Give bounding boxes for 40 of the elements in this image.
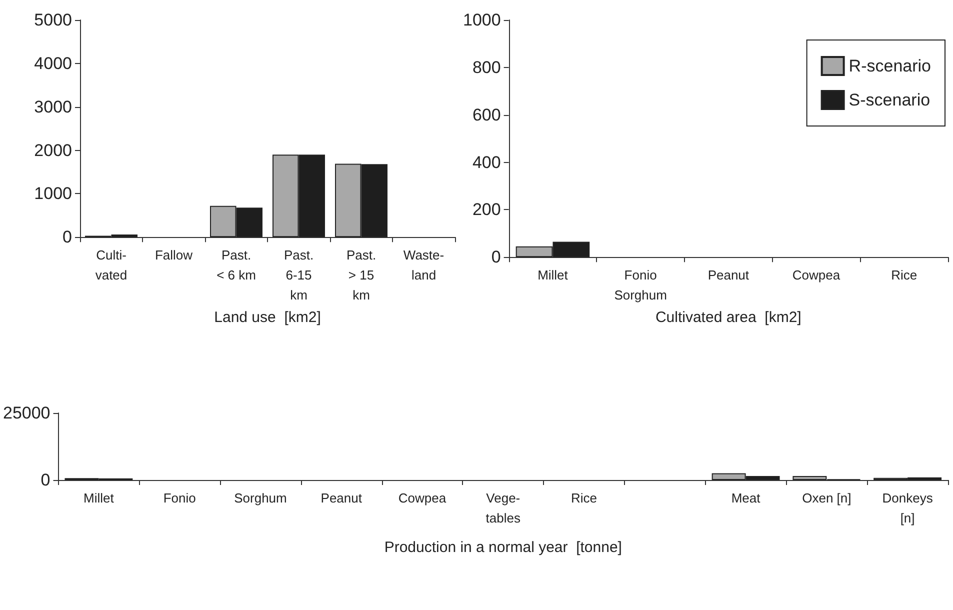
- x-tick-label: Oxen [n]: [802, 490, 852, 506]
- x-tick-label: Millet: [84, 490, 114, 506]
- x-tick-label: Peanut: [320, 490, 362, 506]
- y-tick-label: 600: [472, 105, 501, 124]
- legend-label: R-scenario: [848, 56, 932, 76]
- y-tick-label: 3000: [34, 97, 72, 116]
- x-tick-label: Peanut: [708, 268, 750, 283]
- x-axis-title: Cultivated area [km2]: [655, 309, 802, 326]
- y-tick-label: 800: [472, 58, 501, 77]
- y-tick-label: 25000: [2, 404, 50, 422]
- x-tick-label: Culti- vated: [95, 248, 128, 283]
- x-tick-label: Sorghum: [234, 490, 287, 506]
- x-tick-label: Rice: [571, 490, 598, 506]
- y-tick-label: 4000: [34, 54, 72, 73]
- legend-label: S-scenario: [848, 90, 930, 110]
- y-tick-label: 0: [40, 470, 50, 490]
- x-axis-title: Land use [km2]: [214, 309, 321, 326]
- x-tick-label: Cowpea: [398, 490, 447, 506]
- y-tick-label: 1000: [462, 10, 501, 30]
- x-tick-label: Millet: [538, 268, 568, 283]
- x-tick-label: Past. < 6 km: [216, 248, 256, 283]
- y-tick-label: 0: [62, 228, 72, 247]
- x-tick-label: Cowpea: [792, 268, 841, 283]
- x-tick-label: Vege- tables: [486, 490, 521, 526]
- x-axis-title: Production in a normal year [tonne]: [384, 539, 622, 556]
- y-tick-label: 0: [491, 248, 501, 267]
- y-tick-label: 400: [472, 152, 501, 172]
- x-tick-label: Past. > 15 km: [346, 248, 376, 303]
- x-tick-label: Fonio: [163, 490, 196, 506]
- y-tick-label: 1000: [34, 184, 72, 204]
- x-tick-label: Past. 6-15 km: [284, 248, 314, 303]
- x-tick-label: Fallow: [154, 248, 194, 263]
- y-tick-label: 200: [472, 200, 501, 220]
- x-tick-label: Fonio Sorghum: [614, 268, 667, 303]
- x-tick-label: Rice: [891, 268, 918, 283]
- y-tick-label: 5000: [34, 10, 72, 30]
- x-tick-label: Donkeys [n]: [882, 490, 934, 526]
- x-tick-label: Waste- land: [403, 248, 444, 283]
- y-tick-label: 2000: [34, 140, 72, 160]
- x-tick-label: Meat: [731, 490, 761, 506]
